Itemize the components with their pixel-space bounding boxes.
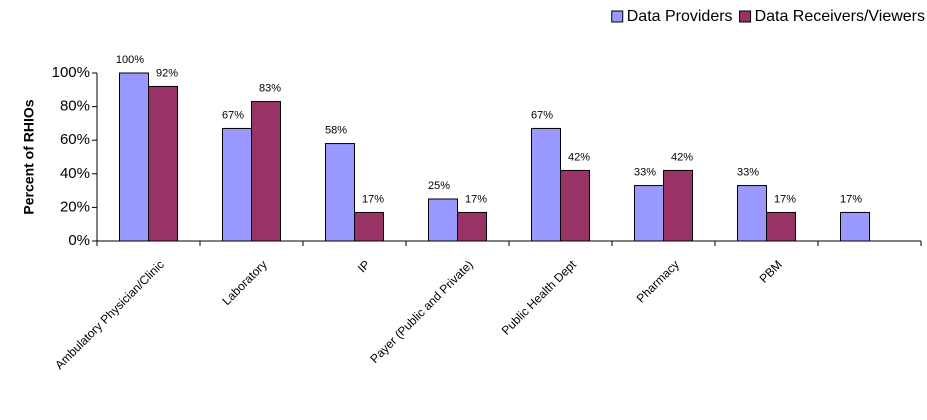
x-tick-label: Pharmacy: [634, 257, 682, 305]
x-tick-label: PBM: [757, 257, 785, 285]
x-tick-label: Payer (Public and Private): [367, 257, 475, 365]
bar: [840, 211, 870, 242]
data-label: 17%: [774, 193, 796, 205]
bar: [251, 101, 281, 242]
bar: [354, 211, 384, 242]
data-label: 67%: [531, 109, 553, 121]
bar: [148, 85, 178, 242]
bar: [457, 211, 487, 242]
bar: [634, 185, 664, 242]
data-label: 42%: [671, 151, 693, 163]
y-tick-label: 40%: [60, 165, 90, 182]
bar: [325, 143, 355, 242]
y-tick-label: 0%: [68, 232, 90, 249]
data-label: 33%: [737, 166, 759, 178]
y-axis-label: Percent of RHIOs: [21, 99, 37, 214]
x-tick-label: Ambulatory Physician/Clinic: [52, 257, 167, 372]
y-tick-label: 20%: [60, 198, 90, 215]
y-tick-label: 80%: [60, 98, 90, 115]
data-label: 83%: [259, 82, 281, 94]
data-label: 42%: [568, 151, 590, 163]
x-tick-label: IP: [355, 257, 373, 275]
data-label: 17%: [465, 193, 487, 205]
data-label: 92%: [156, 67, 178, 79]
data-label: 100%: [116, 54, 144, 66]
bar: [737, 185, 767, 242]
data-label: 25%: [428, 180, 450, 192]
data-label: 33%: [634, 166, 656, 178]
y-tick-label: 100%: [52, 64, 90, 81]
bar: [766, 211, 796, 242]
x-tick-label: Public Health Dept: [499, 257, 580, 338]
y-tick-label: 60%: [60, 131, 90, 148]
data-label: 67%: [222, 109, 244, 121]
legend-label: Data Receivers/Viewers: [755, 8, 925, 25]
bar: [119, 72, 149, 242]
x-tick-label: Laboratory: [219, 257, 269, 307]
legend-label: Data Providers: [627, 8, 733, 25]
legend-swatch: [739, 10, 752, 23]
data-label: 17%: [362, 193, 384, 205]
legend-swatch: [611, 10, 624, 23]
bar: [560, 169, 590, 242]
bar: [531, 127, 561, 242]
bar: [663, 169, 693, 242]
data-label: 17%: [840, 193, 862, 205]
bar: [428, 198, 458, 242]
bar: [222, 127, 252, 242]
data-label: 58%: [325, 124, 347, 136]
